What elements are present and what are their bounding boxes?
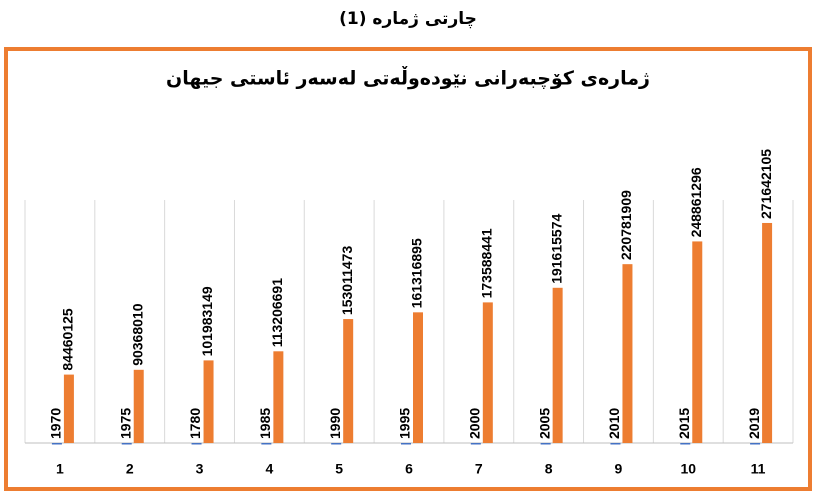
x-tick-label: 4 xyxy=(265,461,273,477)
x-tick-label: 5 xyxy=(335,461,343,477)
x-tick-label: 3 xyxy=(196,461,204,477)
x-tick-label: 6 xyxy=(405,461,413,477)
data-label: 2019 xyxy=(746,408,762,439)
bar xyxy=(540,442,551,445)
bar xyxy=(273,351,284,443)
data-label: 191615574 xyxy=(548,214,564,284)
bar xyxy=(51,442,62,445)
bar xyxy=(692,241,703,443)
bar xyxy=(750,442,761,445)
bar xyxy=(401,442,411,445)
bar xyxy=(121,442,132,445)
x-tick-label: 8 xyxy=(545,461,553,477)
data-label: 101983149 xyxy=(199,286,215,356)
x-tick-label: 10 xyxy=(680,461,696,477)
data-label: 173588441 xyxy=(479,228,495,298)
bar xyxy=(203,360,214,443)
bar xyxy=(63,374,74,443)
data-label: 2015 xyxy=(676,408,692,439)
bar xyxy=(191,442,202,445)
x-tick-label: 7 xyxy=(475,461,483,477)
data-label: 2010 xyxy=(606,408,622,439)
bar xyxy=(680,442,691,445)
bar xyxy=(261,442,272,445)
data-label: 248861296 xyxy=(688,167,704,237)
bar xyxy=(413,312,423,443)
x-tick-label: 9 xyxy=(615,461,623,477)
data-label: 1970 xyxy=(48,408,64,439)
data-label: 1985 xyxy=(257,408,273,439)
chart-frame xyxy=(4,47,812,491)
bar xyxy=(470,442,481,445)
chart-title: ژمارەی کۆچبەرانی نێودەوڵەتی لەسەر ئاستی … xyxy=(166,66,650,90)
data-label: 161316895 xyxy=(409,238,425,308)
bar xyxy=(622,264,633,443)
data-label: 84460125 xyxy=(60,308,76,371)
data-label: 220781909 xyxy=(618,190,634,260)
x-tick-label: 11 xyxy=(751,461,766,477)
data-label: 1780 xyxy=(187,408,203,439)
data-label: 1975 xyxy=(117,408,133,439)
data-label: 1995 xyxy=(397,408,413,439)
data-label: 2000 xyxy=(467,408,483,439)
x-tick-label: 2 xyxy=(126,461,134,477)
bar xyxy=(552,287,563,443)
data-label: 271642105 xyxy=(758,149,774,219)
bar xyxy=(762,222,773,443)
data-label: 153011473 xyxy=(339,246,355,316)
data-label: 90368010 xyxy=(129,303,145,366)
bar xyxy=(133,369,144,443)
caption: چارتی ژمارە (1) xyxy=(339,9,477,29)
bar xyxy=(610,442,621,445)
data-label: 113206691 xyxy=(269,278,285,348)
bar xyxy=(331,442,342,445)
data-label: 1990 xyxy=(327,408,343,439)
x-tick-label: 1 xyxy=(56,461,64,477)
bar xyxy=(482,302,493,443)
data-label: 2005 xyxy=(536,408,552,439)
bar xyxy=(343,319,354,443)
